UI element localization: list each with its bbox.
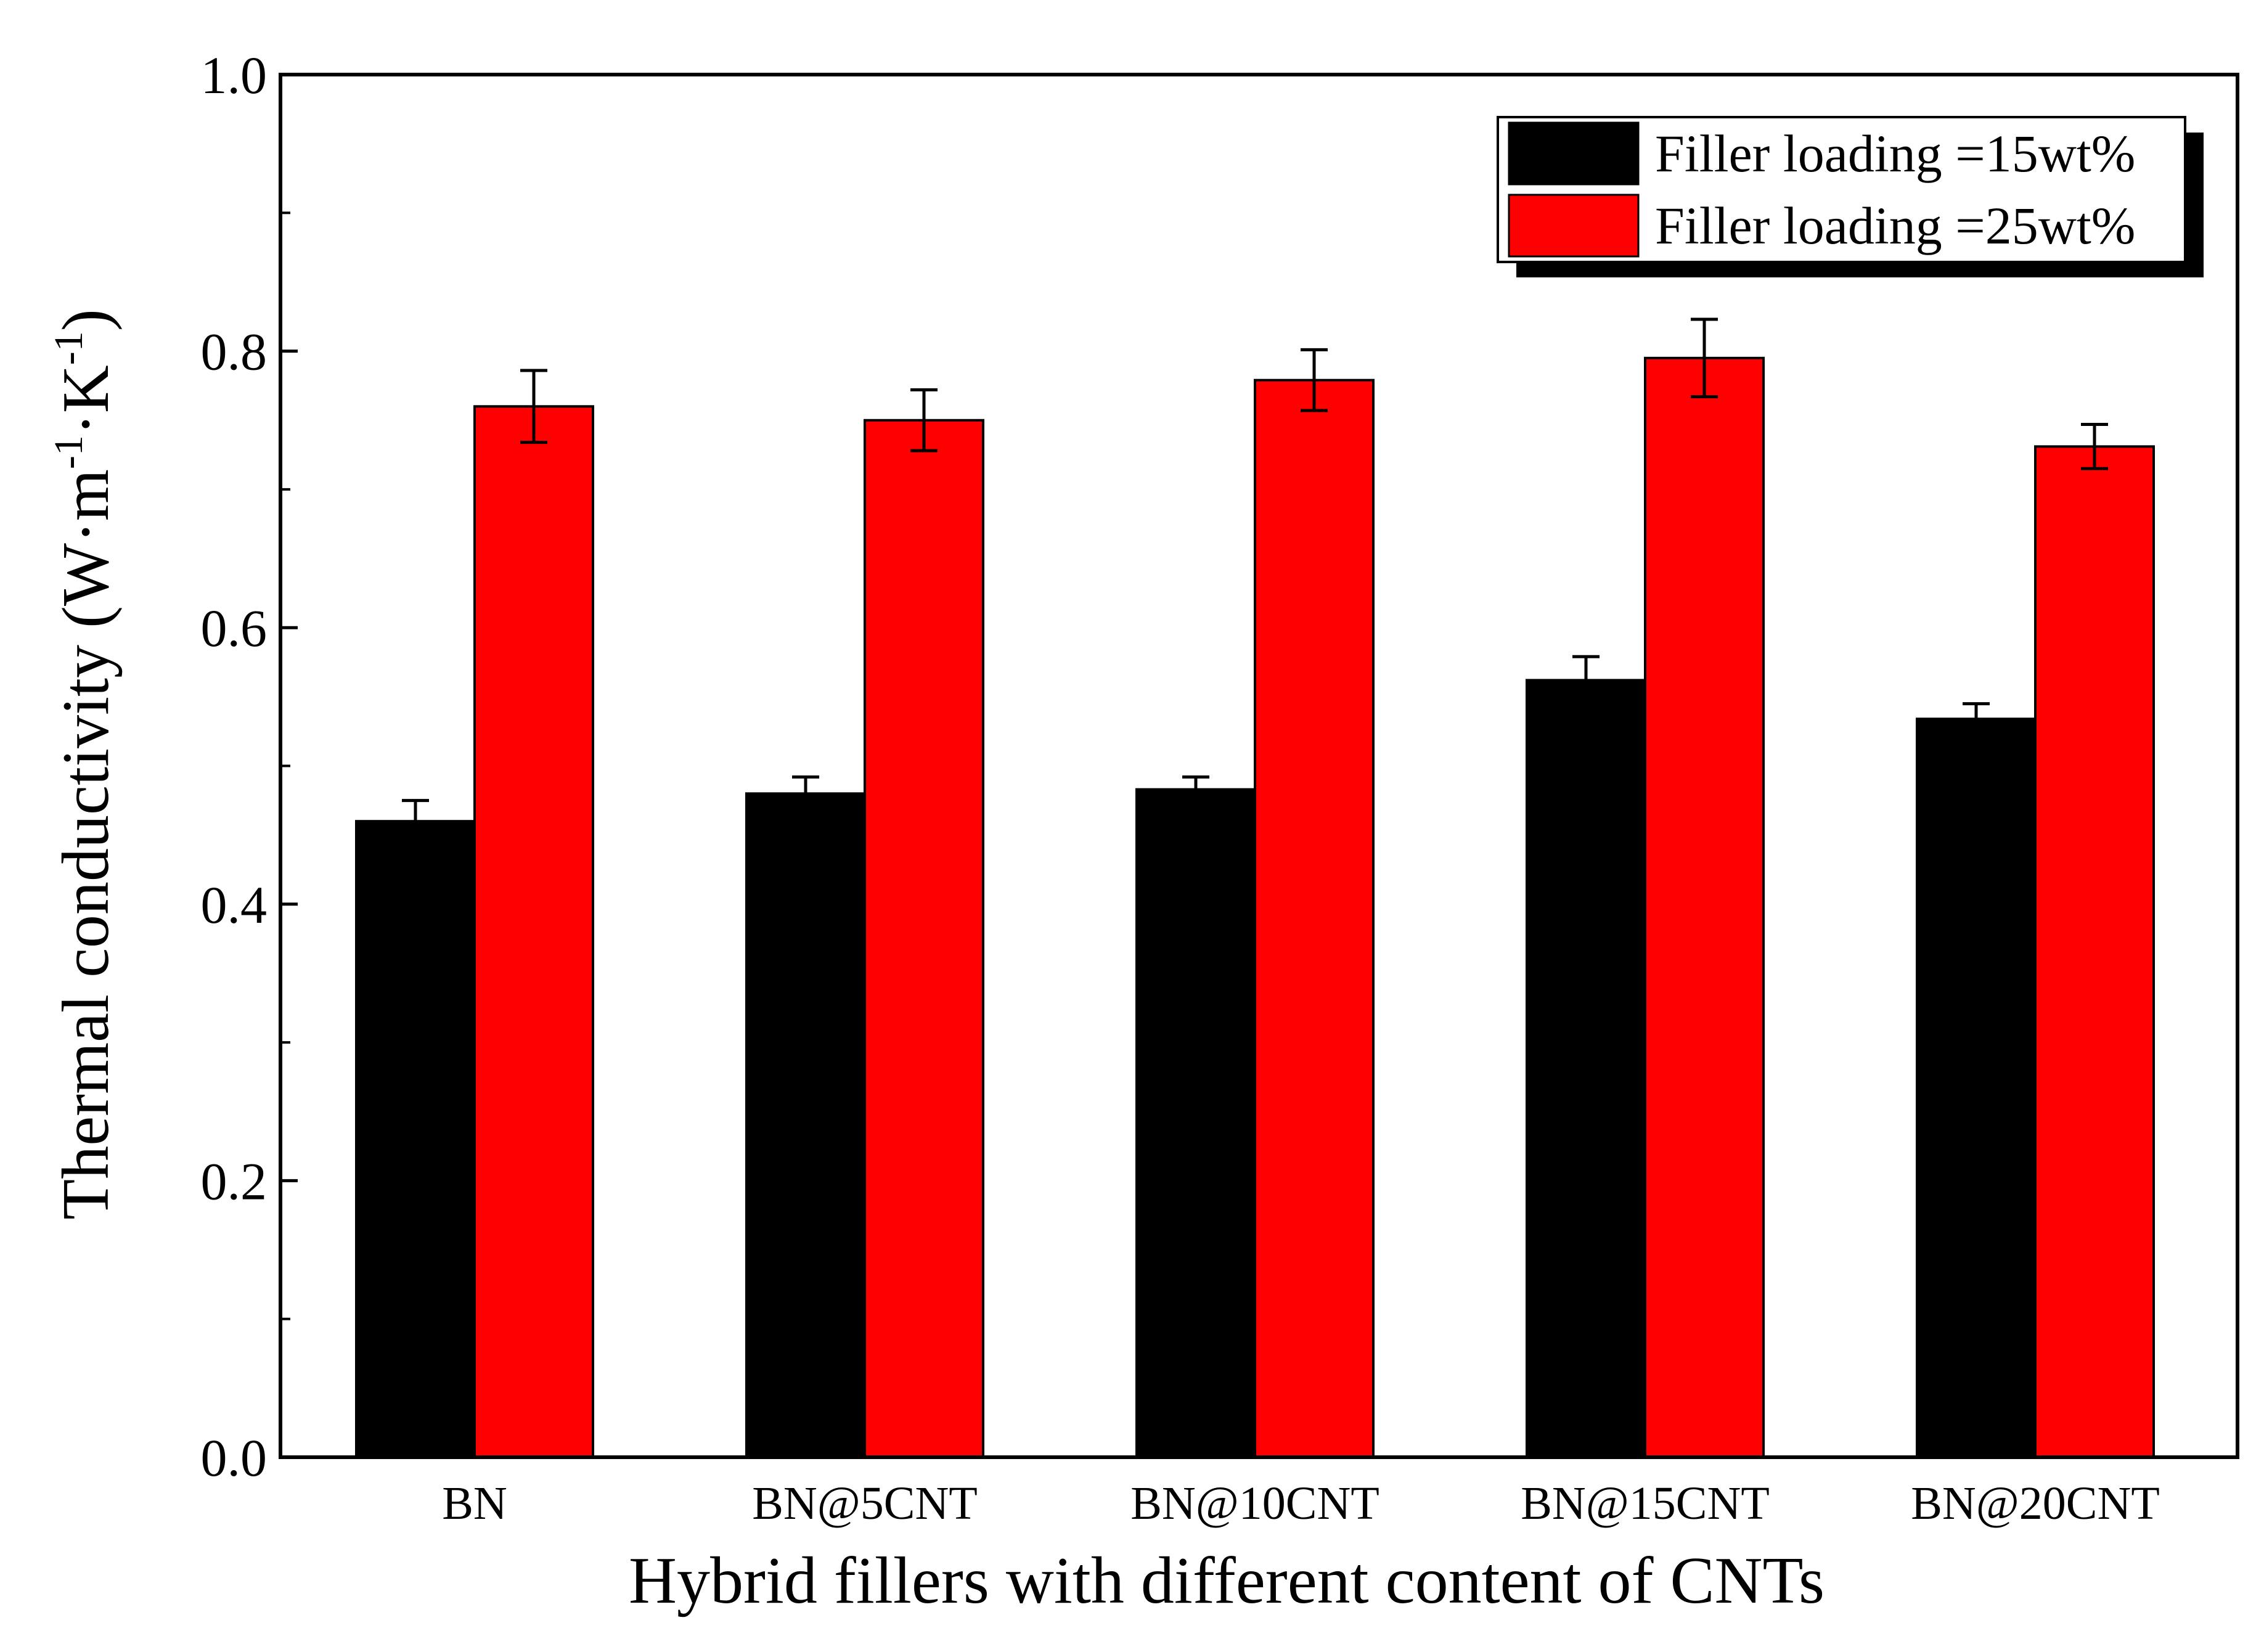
x-tick-label-bn-20cnt: BN@20CNT <box>1911 1478 2160 1529</box>
x-axis-ticks <box>473 1445 2037 1457</box>
y-axis-tick-labels: 0.0 0.2 0.4 0.6 0.8 1.0 <box>201 46 268 1487</box>
y-tick-label-5: 1.0 <box>201 46 268 105</box>
error-bar-bn-15cnt-series-1 <box>1572 655 1600 706</box>
legend-label-15wt: Filler loading =15wt% <box>1655 124 2135 183</box>
error-bar-bn-20cnt-series-1 <box>1963 702 1990 736</box>
bar-bn-series-2 <box>473 405 594 1459</box>
error-bar-bn-5cnt-series-1 <box>792 775 819 812</box>
error-bar-bn-15cnt-series-2 <box>1691 317 1718 399</box>
x-axis-title: Hybrid fillers with different content of… <box>629 1544 1825 1617</box>
bar-bn-5cnt-series-1 <box>745 792 866 1458</box>
bar-bn-10cnt-series-1 <box>1135 788 1256 1458</box>
bar-bn-10cnt-series-2 <box>1254 378 1375 1458</box>
x-tick-label-bn-10cnt: BN@10CNT <box>1130 1478 1379 1529</box>
legend-swatch-25wt <box>1508 194 1640 258</box>
bar-bn-5cnt-series-2 <box>864 419 984 1458</box>
y-tick-label-2: 0.4 <box>201 875 268 934</box>
y-axis-title-sup-2: -1 <box>46 331 91 365</box>
bar-bn-15cnt-series-1 <box>1526 679 1646 1458</box>
legend: Filler loading =15wt% Filler loading =25… <box>1497 116 2204 277</box>
error-bar-bn-series-2 <box>520 369 547 444</box>
error-bar-bn-10cnt-series-1 <box>1182 775 1209 804</box>
y-axis-title-mid: ·K <box>49 365 123 435</box>
y-tick-label-0: 0.0 <box>201 1428 268 1487</box>
y-axis-ticks <box>280 73 298 1459</box>
error-bar-bn-5cnt-series-2 <box>910 388 938 452</box>
y-tick-label-1: 0.2 <box>201 1151 268 1211</box>
bars-layer <box>355 356 2155 1459</box>
x-tick-label-bn: BN <box>442 1478 507 1529</box>
bar-bn-series-1 <box>355 820 476 1458</box>
y-axis-title-main: Thermal conductivity (W·m <box>49 469 123 1220</box>
legend-label-25wt: Filler loading =25wt% <box>1655 196 2135 255</box>
y-axis-title-end: ) <box>49 309 123 331</box>
x-tick-label-bn-15cnt: BN@15CNT <box>1521 1478 1770 1529</box>
error-bar-bn-10cnt-series-2 <box>1301 348 1328 412</box>
bar-bn-15cnt-series-2 <box>1644 356 1765 1459</box>
y-axis-title-sup-1: -1 <box>46 435 91 469</box>
bar-bn-20cnt-series-1 <box>1916 718 2037 1458</box>
x-tick-label-bn-5cnt: BN@5CNT <box>752 1478 978 1529</box>
error-bar-bn-series-1 <box>402 799 429 844</box>
x-axis-tick-labels: BN BN@5CNT BN@10CNT BN@15CNT BN@20CNT <box>442 1478 2160 1529</box>
error-bars-layer <box>402 317 2108 844</box>
legend-swatch-15wt <box>1508 121 1640 186</box>
bar-bn-20cnt-series-2 <box>2034 445 2155 1459</box>
y-tick-label-4: 0.8 <box>201 322 268 382</box>
y-tick-label-3: 0.6 <box>201 599 268 658</box>
error-bar-bn-20cnt-series-2 <box>2081 422 2108 470</box>
y-axis-title: Thermal conductivity (W·m-1·K-1) <box>46 309 123 1220</box>
